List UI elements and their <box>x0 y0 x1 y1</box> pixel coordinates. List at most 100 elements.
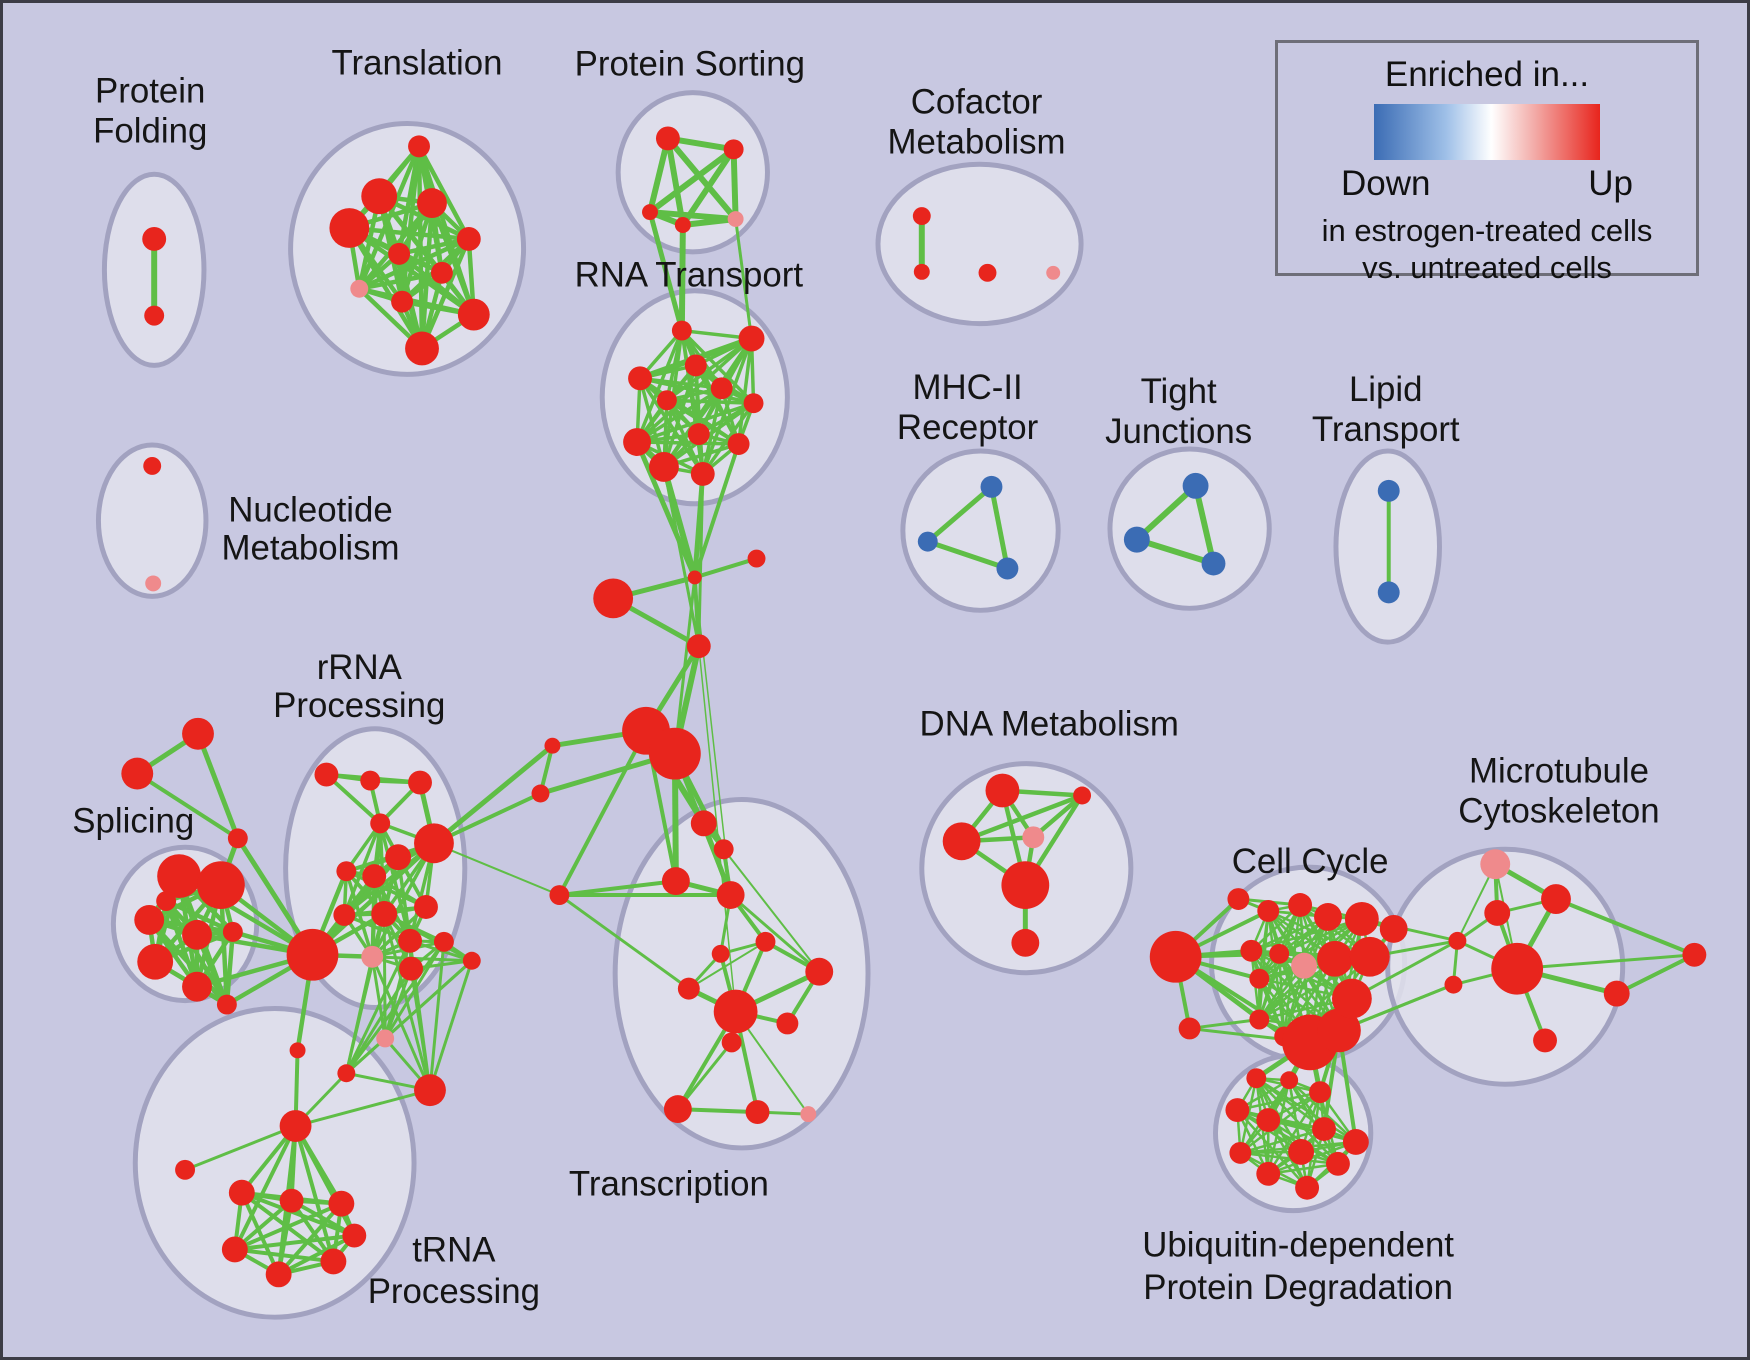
edge <box>926 539 1009 571</box>
node-dm6 <box>1011 928 1040 957</box>
node-tr13 <box>745 1100 770 1125</box>
node-x7 <box>544 737 561 754</box>
legend-caption-line2: vs. untreated cells <box>1362 250 1612 285</box>
node-cc18 <box>1317 1008 1361 1053</box>
node-rt7 <box>743 393 764 414</box>
edge <box>277 1233 356 1277</box>
node-rr14 <box>286 928 339 981</box>
node-t7 <box>430 261 453 284</box>
node-cc5 <box>1314 903 1342 931</box>
edge <box>666 398 754 405</box>
edge <box>1517 953 1695 971</box>
node-sp6 <box>137 943 174 980</box>
node-tr8 <box>805 957 834 986</box>
edge <box>349 225 470 242</box>
edge <box>382 913 387 1039</box>
node-ub4 <box>1225 1098 1250 1123</box>
node-tr4 <box>716 881 745 909</box>
node-ub7 <box>1342 1129 1369 1155</box>
edge <box>637 440 739 446</box>
cluster-label-rrna-processing: rRNA Processing <box>273 648 445 725</box>
edge <box>635 329 684 443</box>
node-ub9 <box>1288 1138 1315 1165</box>
node-cc19 <box>1331 978 1372 1019</box>
node-dm5 <box>1001 861 1050 909</box>
node-rr8 <box>414 823 454 864</box>
cluster-region-mhc-ii-receptor <box>900 448 1061 613</box>
edge <box>688 940 767 990</box>
node-x4 <box>686 634 711 659</box>
edge <box>736 338 754 445</box>
node-cm3 <box>978 263 997 282</box>
cluster-label-ubiquitin-dependent-protein-degradation: Ubiquitin-dependent Protein Degradation <box>1142 1225 1454 1307</box>
edge <box>164 900 200 988</box>
node-rt6 <box>656 390 677 411</box>
edge <box>673 577 697 754</box>
node-tn3 <box>328 1190 355 1217</box>
cluster-label-microtubule-cytoskeleton: Microtubule Cytoskeleton <box>1458 752 1659 831</box>
edge <box>234 1247 334 1264</box>
edge <box>432 743 555 846</box>
node-x8 <box>531 784 550 803</box>
node-rt2 <box>738 325 765 352</box>
node-sp3 <box>134 905 165 935</box>
edge <box>636 401 755 444</box>
node-rr2 <box>360 770 381 791</box>
edge <box>358 270 443 291</box>
network-nodes <box>121 126 1707 1288</box>
node-sp4 <box>182 919 212 950</box>
edge <box>960 793 1083 844</box>
node-cc3 <box>1257 900 1280 922</box>
node-cc6 <box>1344 902 1379 936</box>
edge <box>310 841 436 957</box>
node-rr3 <box>408 770 432 795</box>
node-cc9 <box>1269 943 1290 964</box>
node-x2 <box>747 549 766 568</box>
node-rr17 <box>337 1064 356 1083</box>
node-mh3 <box>996 557 1019 580</box>
cluster-label-cell-cycle: Cell Cycle <box>1232 842 1389 881</box>
node-rt3 <box>684 354 707 377</box>
node-dm2 <box>942 822 981 861</box>
node-cm4 <box>1046 265 1061 280</box>
edge <box>734 218 754 339</box>
node-spC <box>227 828 248 849</box>
node-mc3 <box>1484 900 1511 926</box>
edge <box>239 1191 281 1276</box>
edge <box>342 822 382 916</box>
node-cc13 <box>1178 1017 1201 1040</box>
node-dm3 <box>1073 786 1092 805</box>
node-ub1 <box>1246 1068 1267 1089</box>
edge <box>370 842 436 958</box>
node-mc2 <box>1541 884 1571 914</box>
edge <box>665 337 753 402</box>
node-ub3 <box>1309 1081 1331 1104</box>
edge <box>371 905 428 959</box>
legend-title: Enriched in... <box>1384 55 1590 94</box>
edge <box>1250 917 1363 952</box>
edge <box>233 1125 298 1251</box>
edge <box>293 1125 336 1262</box>
node-x6 <box>649 727 701 780</box>
edge <box>648 146 736 215</box>
node-cc2 <box>1227 888 1250 910</box>
node-cc15 <box>1249 1009 1270 1030</box>
node-tn5 <box>342 1223 367 1248</box>
node-tn7 <box>265 1261 292 1288</box>
edge <box>136 771 239 840</box>
edge <box>293 1125 357 1237</box>
node-x3 <box>593 578 634 619</box>
edge <box>1192 485 1217 565</box>
edge <box>1267 1118 1357 1144</box>
edge <box>676 1041 733 1111</box>
edge <box>647 137 671 213</box>
node-cm1 <box>912 207 931 226</box>
node-ps2 <box>723 139 744 160</box>
node-ub5 <box>1256 1108 1281 1132</box>
edge <box>234 1233 355 1252</box>
node-x1 <box>687 570 702 585</box>
edge <box>1189 1018 1260 1030</box>
edge <box>397 252 476 317</box>
edge <box>428 960 474 1091</box>
node-rr7 <box>385 844 412 871</box>
